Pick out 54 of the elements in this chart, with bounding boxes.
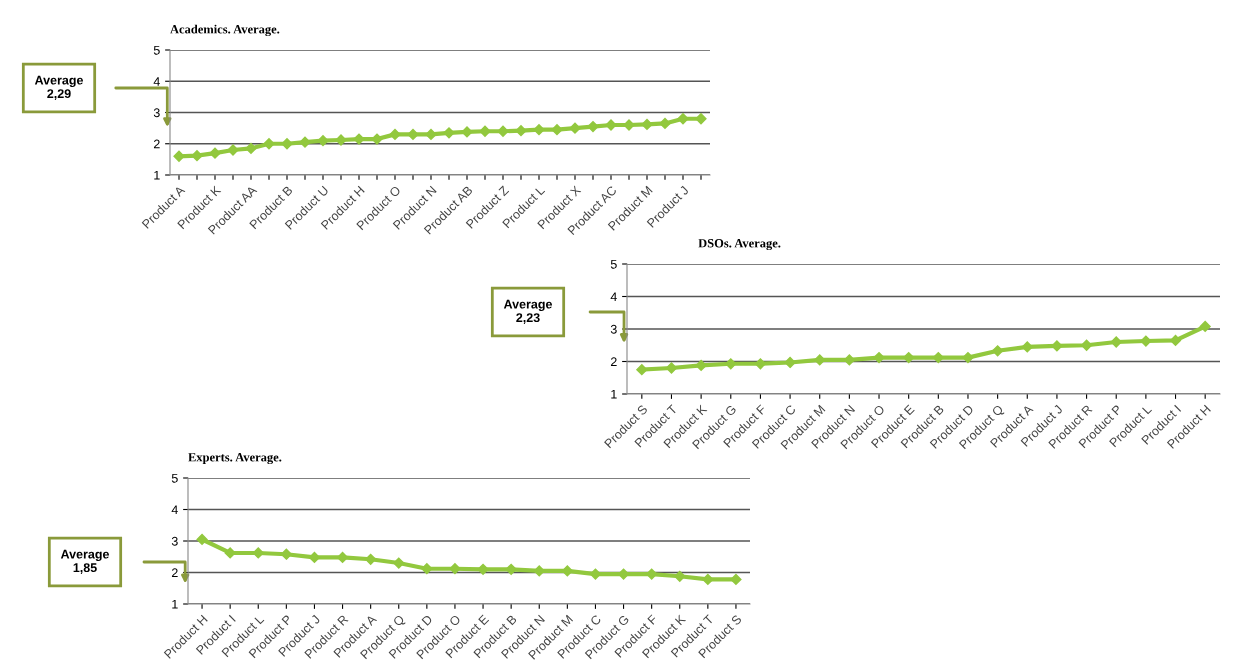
text: Average 2,29: [34, 75, 84, 100]
point: [389, 128, 401, 140]
point: [425, 128, 437, 140]
y-tick-label: 1: [172, 599, 178, 609]
point: [505, 563, 517, 575]
point: [569, 122, 581, 134]
chart-title: Experts. Average.: [188, 453, 282, 465]
point: [674, 570, 686, 582]
point: [393, 557, 405, 569]
y-tick-label: 5: [153, 45, 160, 55]
point: [636, 364, 648, 376]
point: [1021, 341, 1033, 353]
point: [245, 142, 257, 155]
point: [479, 125, 491, 137]
chart-title: Academics. Average.: [170, 24, 280, 37]
y-tick-label: 3: [153, 108, 160, 118]
point: [477, 563, 489, 575]
point: [695, 359, 707, 372]
y-tick-label: 2: [153, 139, 160, 149]
point: [695, 113, 707, 125]
chart-title: DSOs. Average.: [698, 239, 781, 251]
point: [873, 351, 885, 364]
point: [962, 351, 974, 364]
y-tick-label: 2: [610, 357, 617, 367]
text: Average 2,23: [503, 299, 553, 324]
y-tick-label: 4: [153, 77, 160, 86]
point: [407, 128, 419, 140]
point: [659, 117, 671, 130]
y-tick-label: 5: [610, 259, 617, 269]
text: Average 1,85: [60, 549, 110, 574]
point: [263, 138, 275, 150]
point: [281, 138, 293, 150]
y-tick-label: 1: [154, 170, 160, 180]
point: [299, 136, 311, 148]
point: [641, 118, 653, 130]
point: [587, 120, 599, 133]
y-tick-label: 2: [171, 568, 178, 578]
point: [992, 345, 1004, 357]
y-tick-label: 4: [171, 505, 178, 515]
y-tick-label: 3: [610, 324, 617, 334]
point: [677, 113, 689, 125]
y-tick-label: 1: [611, 389, 617, 399]
y-tick-label: 4: [610, 292, 617, 302]
point: [784, 356, 796, 369]
point: [209, 147, 221, 159]
y-tick-label: 5: [171, 473, 178, 483]
point: [730, 573, 742, 586]
point: [1110, 336, 1122, 348]
y-tick-label: 3: [171, 536, 178, 546]
point: [365, 553, 377, 565]
point: [196, 533, 208, 546]
point: [1199, 320, 1211, 333]
point: [443, 127, 455, 139]
point: [551, 124, 563, 136]
